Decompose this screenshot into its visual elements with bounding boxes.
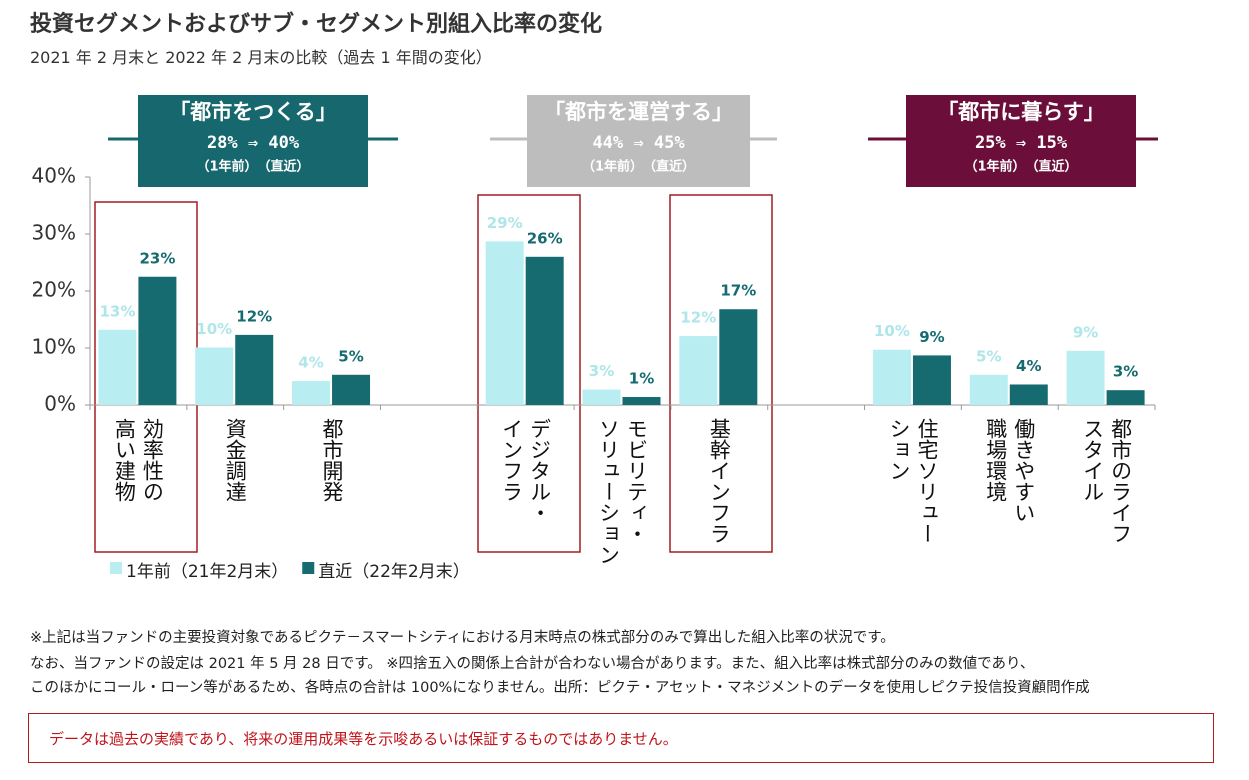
value-label: 23% bbox=[139, 249, 175, 267]
bar bbox=[872, 349, 911, 405]
y-tick-label: 0% bbox=[44, 392, 76, 416]
chart-title: 投資セグメントおよびサブ・セグメント別組入比率の変化 bbox=[30, 12, 603, 37]
value-label: 29% bbox=[487, 214, 523, 232]
legend-swatch bbox=[302, 562, 315, 574]
segment-header: 「都市に暮らす」 25% ⇒ 15% （1年前） （直近） bbox=[868, 95, 1158, 187]
segment-change: 25% ⇒ 15% bbox=[975, 133, 1068, 153]
bar bbox=[719, 309, 758, 405]
bar bbox=[235, 334, 274, 405]
value-label: 3% bbox=[589, 362, 614, 380]
footnote: ※上記は当ファンドの主要投資対象であるピクテ－スマートシティにおける月末時点の株… bbox=[30, 630, 895, 646]
y-tick-label: 10% bbox=[32, 335, 76, 359]
footnote: なお、当ファンドの設定は 2021 年 5 月 28 日です。 ※四捨五入の関係… bbox=[30, 656, 1035, 672]
bar bbox=[525, 256, 564, 405]
bar bbox=[582, 389, 621, 405]
value-label: 5% bbox=[338, 347, 363, 365]
value-label: 9% bbox=[1073, 323, 1098, 341]
bar bbox=[1009, 384, 1048, 405]
value-label: 13% bbox=[99, 302, 135, 320]
value-label: 3% bbox=[1113, 363, 1138, 381]
bar bbox=[485, 241, 524, 405]
x-tick-label: 効率性の 高い建物 bbox=[112, 418, 165, 502]
bar bbox=[969, 374, 1008, 405]
value-label: 1% bbox=[629, 370, 654, 388]
x-tick-label: 基幹インフラ bbox=[707, 418, 732, 544]
value-label: 10% bbox=[196, 320, 232, 338]
segment-header: 「都市を運営する」 44% ⇒ 45% （1年前） （直近） bbox=[490, 95, 777, 187]
value-label: 4% bbox=[298, 354, 323, 372]
value-label: 17% bbox=[720, 282, 756, 300]
highlight-box bbox=[477, 194, 581, 553]
value-label: 10% bbox=[874, 322, 910, 340]
segment-note: （1年前） （直近） bbox=[964, 159, 1077, 175]
value-label: 26% bbox=[527, 229, 563, 247]
x-tick-label: 働きやすい 職場環境 bbox=[983, 418, 1036, 523]
x-tick-label: モビリティ・ ソリューション bbox=[596, 418, 649, 565]
segment-change: 44% ⇒ 45% bbox=[592, 133, 685, 153]
y-tick-label: 40% bbox=[32, 164, 76, 188]
legend-label: 1年前（21年2月末） bbox=[126, 562, 289, 582]
bar bbox=[1066, 350, 1105, 405]
bar bbox=[195, 347, 234, 405]
disclaimer: データは過去の実績であり、将来の運用成果等を示唆あるいは保証するものではありませ… bbox=[28, 713, 1214, 763]
value-label: 5% bbox=[976, 347, 1001, 365]
footnote: このほかにコール・ローン等があるため、各時点の合計は 100%になりません。出所… bbox=[30, 680, 1090, 696]
segment-change: 28% ⇒ 40% bbox=[207, 133, 300, 153]
bar bbox=[1106, 390, 1145, 405]
segment-label: 「都市をつくる」 bbox=[169, 100, 337, 124]
value-label: 12% bbox=[680, 309, 716, 327]
chart-subtitle: 2021 年 2 月末と 2022 年 2 月末の比較（過去 1 年間の変化） bbox=[30, 48, 492, 67]
bar bbox=[138, 276, 177, 405]
value-label: 9% bbox=[919, 328, 944, 346]
segment-label: 「都市に暮らす」 bbox=[937, 100, 1105, 124]
y-tick-label: 20% bbox=[32, 278, 76, 302]
highlight-box bbox=[669, 194, 773, 553]
x-tick-label: 都市のライフ スタイル bbox=[1080, 418, 1133, 544]
legend-swatch bbox=[110, 562, 122, 574]
bar bbox=[98, 329, 137, 405]
value-label: 4% bbox=[1016, 357, 1041, 375]
segment-box bbox=[527, 95, 750, 187]
x-tick-label: 都市開発 bbox=[320, 418, 345, 502]
bar bbox=[912, 355, 951, 405]
bar bbox=[679, 336, 718, 405]
segment-label: 「都市を運営する」 bbox=[544, 100, 733, 124]
x-tick-label: デジタル・ インフラ bbox=[499, 418, 552, 523]
segment-note: （1年前） （直近） bbox=[582, 159, 695, 175]
value-label: 12% bbox=[236, 307, 272, 325]
bar bbox=[332, 374, 371, 405]
bar bbox=[292, 381, 331, 405]
y-tick-label: 30% bbox=[32, 221, 76, 245]
segment-box bbox=[138, 95, 368, 187]
segment-box bbox=[906, 95, 1136, 187]
segment-header: 「都市をつくる」 28% ⇒ 40% （1年前） （直近） bbox=[108, 95, 398, 187]
legend-label: 直近（22年2月末） bbox=[318, 562, 470, 582]
segment-note: （1年前） （直近） bbox=[196, 159, 309, 175]
x-tick-label: 資金調達 bbox=[223, 418, 248, 502]
bar bbox=[622, 397, 661, 405]
x-tick-label: 住宅ソリュー ション bbox=[886, 418, 939, 544]
